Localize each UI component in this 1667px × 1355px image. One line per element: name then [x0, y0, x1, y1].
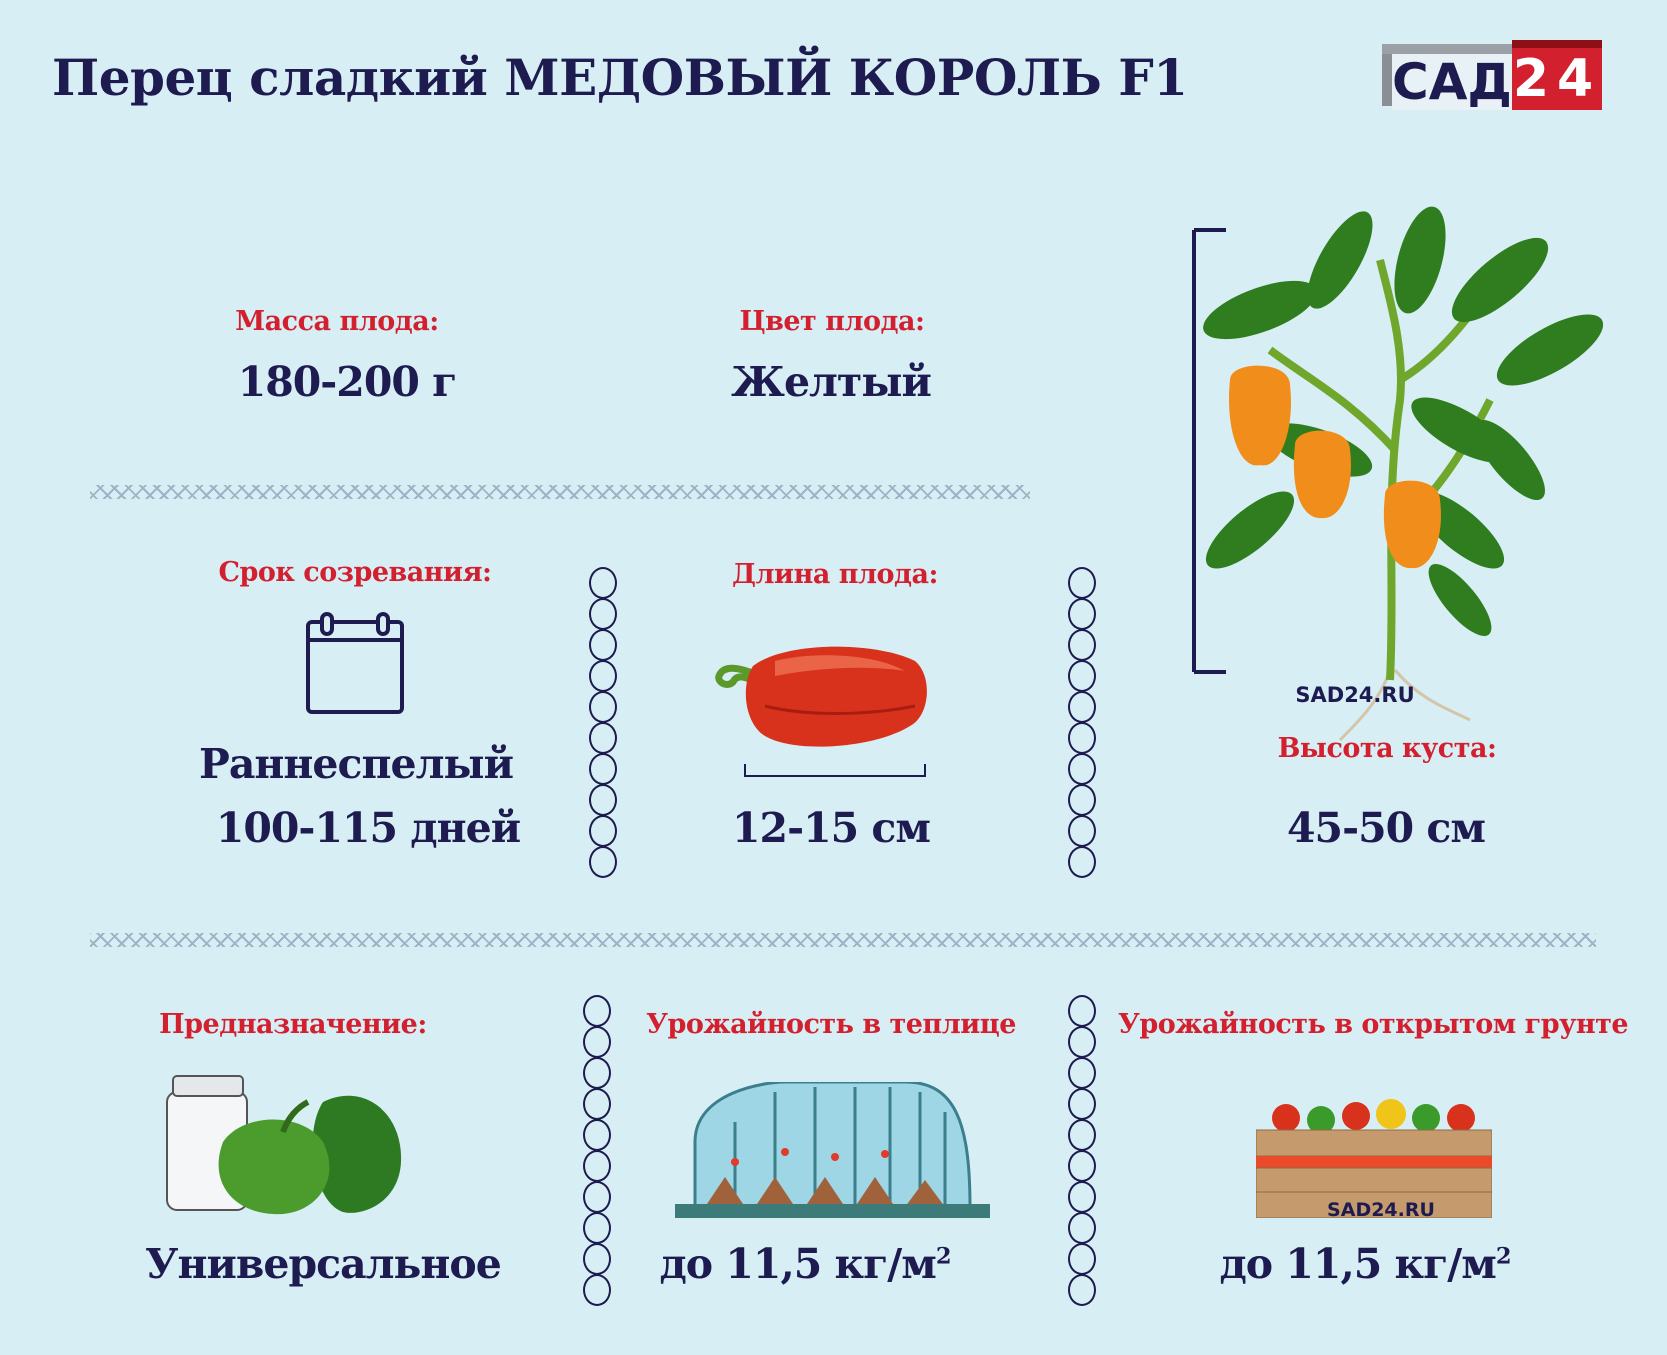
- ripening-days: 100-115 дней: [215, 804, 521, 852]
- chain-link: [1068, 598, 1096, 630]
- cross-divider: [90, 485, 1030, 499]
- yield-open-value: до 11,5 кг/м2: [1219, 1240, 1511, 1288]
- chain-link: [589, 567, 617, 599]
- chain-link: [1068, 567, 1096, 599]
- chain-link: [1068, 1212, 1096, 1244]
- red-pepper-icon: [715, 646, 927, 747]
- chain-link: [1068, 1088, 1096, 1120]
- chain-link: [1068, 1026, 1096, 1058]
- chain-link: [1068, 753, 1096, 785]
- fruit-mass-label: Масса плода:: [235, 306, 439, 337]
- bush-height-label: Высота куста:: [1277, 733, 1497, 764]
- chain-link: [1068, 629, 1096, 661]
- logo-sad24: САД 24: [1382, 40, 1604, 112]
- chain-divider: [583, 995, 611, 1306]
- chain-divider: [1068, 567, 1096, 878]
- chain-link: [1068, 784, 1096, 816]
- chain-link: [589, 629, 617, 661]
- chain-link: [1068, 1150, 1096, 1182]
- chain-link: [1068, 691, 1096, 723]
- length-bracket: [744, 764, 926, 777]
- chain-link: [1068, 846, 1096, 878]
- yield-greenhouse-value: до 11,5 кг/м2: [659, 1240, 951, 1288]
- chain-link: [583, 995, 611, 1027]
- fruit-color-label: Цвет плода:: [739, 306, 925, 337]
- bush-height-value: 45-50 см: [1287, 804, 1486, 852]
- chain-link: [583, 1119, 611, 1151]
- fruit-length-value: 12-15 см: [732, 804, 931, 852]
- chain-link: [583, 1243, 611, 1275]
- pepper-plant-icon: [1192, 206, 1604, 742]
- purpose-value: Универсальное: [145, 1240, 502, 1288]
- chain-link: [589, 691, 617, 723]
- purpose-label: Предназначение:: [159, 1009, 427, 1040]
- crate-watermark: SAD24.RU: [1327, 1199, 1435, 1221]
- chain-link: [589, 846, 617, 878]
- chain-divider: [1068, 995, 1096, 1306]
- yield-open-label: Урожайность в открытом грунте: [1117, 1009, 1629, 1040]
- chain-link: [583, 1088, 611, 1120]
- chain-link: [583, 1181, 611, 1213]
- chain-link: [1068, 1119, 1096, 1151]
- ripening-value: Раннеспелый: [199, 740, 514, 788]
- chain-link: [1068, 995, 1096, 1027]
- calendar-icon: [306, 612, 404, 714]
- cross-divider: [90, 933, 1596, 947]
- ripening-label: Срок созревания:: [218, 557, 492, 588]
- fruit-color-value: Желтый: [731, 358, 932, 406]
- chain-link: [1068, 1243, 1096, 1275]
- chain-link: [1068, 1181, 1096, 1213]
- chain-link: [583, 1150, 611, 1182]
- chain-divider: [589, 567, 617, 878]
- chain-link: [1068, 722, 1096, 754]
- page-title: Перец сладкий МЕДОВЫЙ КОРОЛЬ F1: [52, 48, 1188, 107]
- chain-link: [589, 753, 617, 785]
- fruit-length-label: Длина плода:: [732, 559, 939, 590]
- plant-watermark: SAD24.RU: [1295, 683, 1415, 707]
- fruit-mass-value: 180-200 г: [237, 358, 458, 406]
- chain-link: [589, 815, 617, 847]
- chain-link: [583, 1026, 611, 1058]
- chain-link: [589, 660, 617, 692]
- chain-link: [1068, 815, 1096, 847]
- chain-link: [583, 1057, 611, 1089]
- yield-greenhouse-label: Урожайность в теплице: [646, 1009, 1016, 1040]
- chain-link: [589, 784, 617, 816]
- chain-link: [589, 722, 617, 754]
- greenhouse-icon: [675, 1082, 990, 1218]
- chain-link: [1068, 1057, 1096, 1089]
- chain-link: [1068, 1274, 1096, 1306]
- chain-link: [589, 598, 617, 630]
- vegetable-crate-icon: [1256, 1099, 1492, 1218]
- chain-link: [1068, 660, 1096, 692]
- chain-link: [583, 1274, 611, 1306]
- chain-link: [583, 1212, 611, 1244]
- jar-and-peppers-icon: [166, 1075, 402, 1215]
